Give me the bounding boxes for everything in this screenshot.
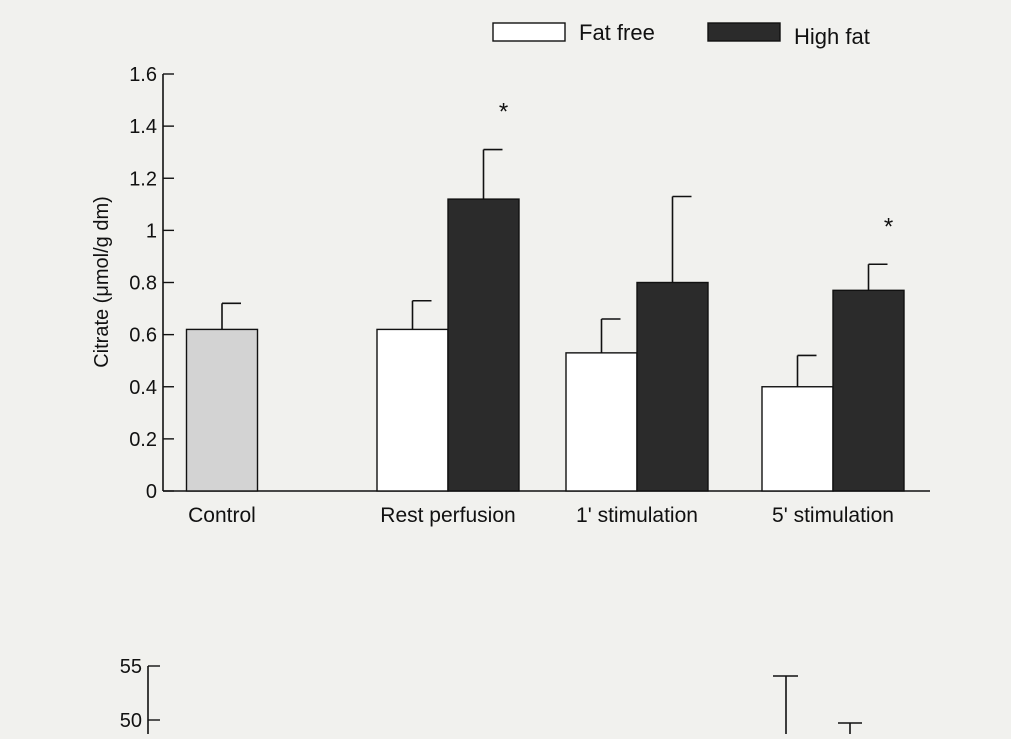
legend-label-high-fat: High fat: [794, 24, 870, 49]
y-axis-label: Citrate (μmol/g dm): [91, 196, 113, 368]
x-tick-label-rest-perfusion: Rest perfusion: [380, 504, 515, 527]
y-tick-label: 0.6: [129, 325, 157, 347]
chart2-y-tick-label: 55: [120, 656, 142, 678]
legend-swatch-high-fat: [707, 22, 781, 42]
y-tick-label: 0: [146, 481, 157, 503]
y-tick-label: 1.6: [129, 64, 157, 86]
citrate-chart: 0 0.2 0.4 0.6 0.8 1 1.2 1.4 1.6 Citrate (μmol/g d…: [91, 64, 930, 527]
legend-swatch-fat-free: [492, 22, 566, 42]
x-tick-label-1-stimulation: 1' stimulation: [576, 504, 698, 527]
y-tick-label: 0.8: [129, 273, 157, 295]
bar-fat-free-rest-perfusion: [376, 328, 449, 492]
y-tick-label: 1.4: [129, 116, 157, 138]
y-tick-label: 1.2: [129, 168, 157, 190]
bar-high-fat-5-stimulation: [832, 289, 905, 492]
bar-high-fat-1-stimulation: [636, 281, 709, 492]
x-tick-label-control: Control: [188, 504, 256, 527]
second-chart-partial: 55 50: [120, 656, 862, 734]
legend-label-fat-free: Fat free: [579, 20, 655, 45]
bar-fat-free-5-stimulation: [761, 386, 834, 492]
x-tick-label-5-stimulation: 5' stimulation: [772, 504, 894, 527]
legend: Fat free High fat: [492, 20, 870, 49]
y-tick-label: 0.4: [129, 377, 157, 399]
significance-mark: *: [499, 99, 508, 126]
chart2-y-tick-label: 50: [120, 710, 142, 732]
significance-mark: *: [884, 213, 893, 240]
bar-high-fat-rest-perfusion: [447, 198, 520, 492]
y-tick-label: 1: [146, 220, 157, 242]
bar-fat-free-1-stimulation: [565, 352, 638, 492]
bar-control-control: [185, 328, 259, 492]
y-tick-label: 0.2: [129, 429, 157, 451]
